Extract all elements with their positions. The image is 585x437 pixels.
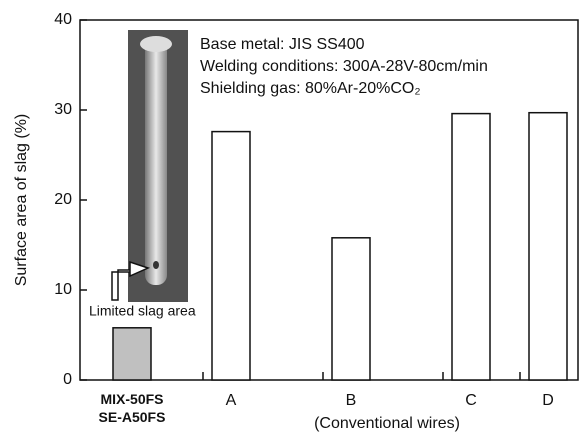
weld-photo (128, 30, 188, 302)
bar (113, 328, 151, 380)
annotation: (Conventional wires) (314, 415, 460, 432)
y-tick-label: 0 (63, 371, 72, 388)
bar (332, 238, 370, 380)
x-tick-label: MIX-50FS SE-A50FS (82, 390, 182, 426)
chart: Base metal: JIS SS400 Welding conditions… (0, 0, 585, 437)
x-tick-label: A (181, 392, 281, 410)
bar (529, 113, 567, 380)
page: Base metal: JIS SS400 Welding conditions… (0, 0, 585, 437)
bar (212, 132, 250, 380)
x-tick-label: B (301, 392, 401, 410)
y-axis-label: Surface area of slag (%) (13, 114, 30, 287)
y-tick-label: 40 (54, 11, 72, 28)
y-tick-label: 10 (54, 281, 72, 298)
annotation: Welding conditions: 300A-28V-80cm/min (200, 58, 488, 75)
annotation: Limited slag area (89, 303, 196, 319)
bar (452, 114, 490, 380)
y-tick-label: 20 (54, 191, 72, 208)
annotation: Base metal: JIS SS400 (200, 36, 365, 53)
annotation: Shielding gas: 80%Ar-20%CO₂ (200, 80, 421, 97)
x-tick-label: D (498, 392, 585, 410)
y-tick-label: 30 (54, 101, 72, 118)
